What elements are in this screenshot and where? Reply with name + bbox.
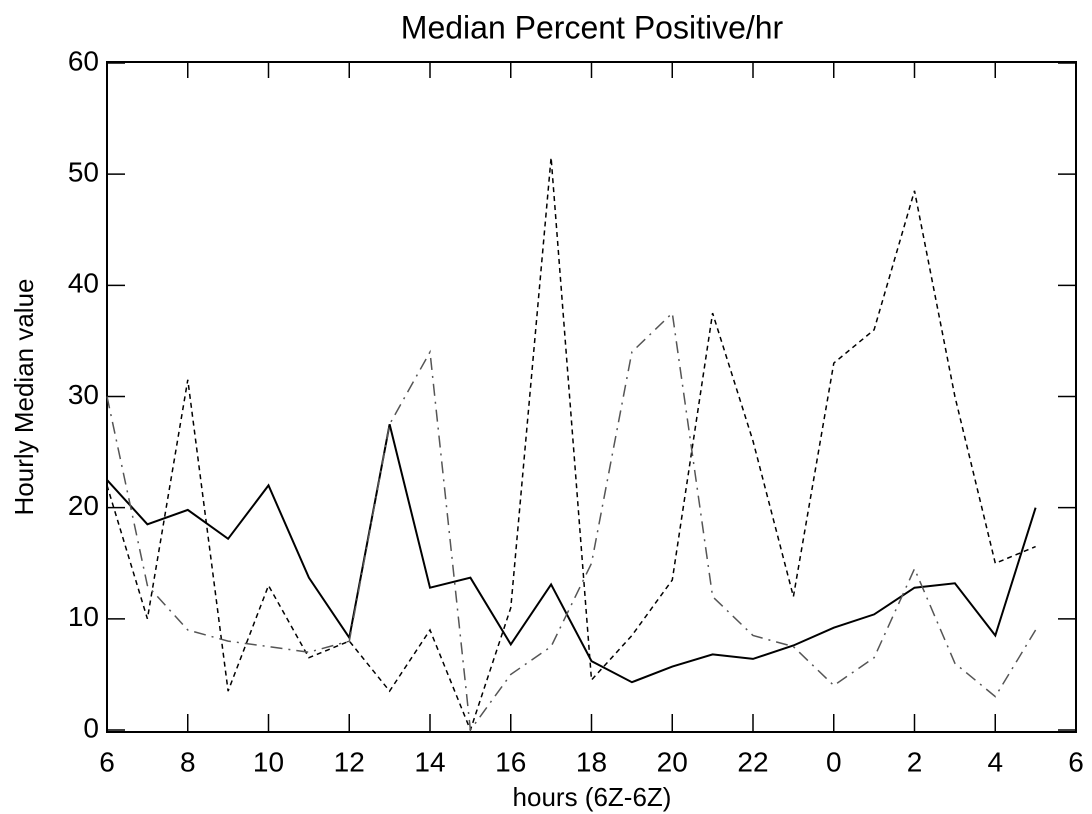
x-tick-label: 12 [334,746,365,777]
x-tick-label: 6 [99,746,115,777]
plot-frame [106,61,1077,733]
x-tick-label: 4 [987,746,1003,777]
x-tick-label: 8 [180,746,196,777]
y-tick-label: 60 [68,45,99,76]
y-tick-label: 50 [68,157,99,188]
x-tick-label: 16 [495,746,526,777]
y-axis-label: Hourly Median value [9,278,39,515]
series-line [106,311,1037,733]
x-tick-label: 22 [737,746,768,777]
chart-title: Median Percent Positive/hr [401,9,784,45]
y-tick-label: 40 [68,268,99,299]
y-tick-label: 10 [68,601,99,632]
x-tick-label: 0 [826,746,842,777]
x-tick-label: 2 [907,746,923,777]
x-tick-label: 14 [414,746,445,777]
x-tick-label: 10 [253,746,284,777]
y-tick-label: 0 [83,712,99,743]
x-tick-label: 18 [576,746,607,777]
x-tick-label: 20 [657,746,688,777]
x-tick-label: 6 [1068,746,1084,777]
y-tick-label: 30 [68,379,99,410]
y-tick-label: 20 [68,490,99,521]
x-axis-label: hours (6Z-6Z) [513,782,672,812]
series-line [106,424,1037,684]
